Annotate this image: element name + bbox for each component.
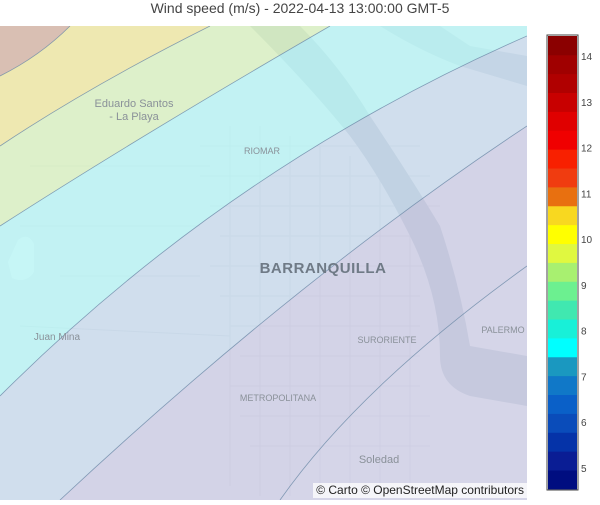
colorbar-swatch — [548, 205, 577, 226]
map-area[interactable]: Eduardo Santos - La Playa RIOMAR BARRANQ… — [0, 26, 527, 500]
wind-band-6 — [60, 126, 527, 500]
place-label-soledad: Soledad — [359, 454, 399, 466]
colorbar-svg: 5 6 7 8 9 10 11 12 13 14 — [546, 34, 593, 491]
colorbar-tick-label: 14 — [581, 52, 593, 63]
wind-band-11 — [0, 26, 210, 146]
colorbar-swatch — [548, 187, 577, 207]
colorbar-swatch — [548, 470, 577, 490]
colorbar-tick-label: 9 — [581, 281, 587, 292]
wind-band-5 — [280, 266, 527, 500]
colorbar-swatch — [548, 243, 577, 263]
colorbar-swatch — [548, 54, 577, 75]
colorbar-frame — [546, 34, 579, 491]
colorbar-swatch — [548, 149, 577, 169]
map-attribution[interactable]: © Carto © OpenStreetMap contributors — [313, 483, 527, 498]
place-label-suroriente: SURORIENTE — [357, 335, 416, 345]
colorbar-swatch — [548, 130, 577, 150]
colorbar-tick-label: 10 — [581, 235, 593, 246]
colorbar-swatch — [548, 224, 577, 245]
colorbar-swatch — [548, 432, 577, 452]
wind-band-7 — [0, 36, 527, 500]
colorbar-swatch — [548, 262, 577, 282]
colorbar-swatch — [548, 73, 577, 94]
colorbar-swatch — [548, 356, 577, 377]
colorbar-swatch — [548, 319, 577, 339]
colorbar-tick-label: 5 — [581, 464, 587, 475]
place-label-palermo: PALERMO — [481, 325, 524, 335]
colorbar-tick-label: 7 — [581, 372, 587, 383]
colorbar-swatch — [548, 451, 577, 471]
colorbar-swatch — [548, 36, 577, 56]
colorbar-swatch — [548, 168, 577, 188]
place-label-eduardo-santos: Eduardo Santos — [95, 98, 174, 110]
place-label-la-playa: - La Playa — [109, 111, 159, 123]
colorbar-swatch — [548, 92, 577, 112]
colorbar-swatch — [548, 413, 577, 433]
colorbar-swatch — [548, 338, 577, 358]
map-title: Wind speed (m/s) - 2022-04-13 13:00:00 G… — [150, 0, 450, 16]
colorbar-tick-label: 12 — [581, 144, 593, 155]
colorbar-tick-label: 13 — [581, 98, 593, 109]
colorbar-swatch — [548, 300, 577, 320]
colorbar-swatch — [548, 375, 577, 396]
contour-lines — [0, 26, 527, 500]
wind-band-8 — [0, 26, 527, 396]
colorbar-swatch — [548, 394, 577, 414]
colorbar-swatch — [548, 111, 577, 131]
colorbar-tick-label: 6 — [581, 418, 587, 429]
place-label-riomar: RIOMAR — [244, 146, 281, 156]
colorbar-tick-label: 8 — [581, 327, 587, 338]
colorbar: 5 6 7 8 9 10 11 12 13 14 — [546, 34, 600, 494]
wind-band-12 — [0, 26, 70, 76]
basemap: Eduardo Santos - La Playa RIOMAR BARRANQ… — [0, 26, 527, 500]
place-label-barranquilla: BARRANQUILLA — [260, 260, 387, 277]
colorbar-swatch — [548, 281, 577, 301]
place-label-metropolitana: METROPOLITANA — [240, 393, 316, 403]
place-label-juan-mina: Juan Mina — [34, 332, 81, 343]
colorbar-tick-label: 11 — [581, 189, 592, 200]
wind-band-10 — [0, 26, 330, 226]
